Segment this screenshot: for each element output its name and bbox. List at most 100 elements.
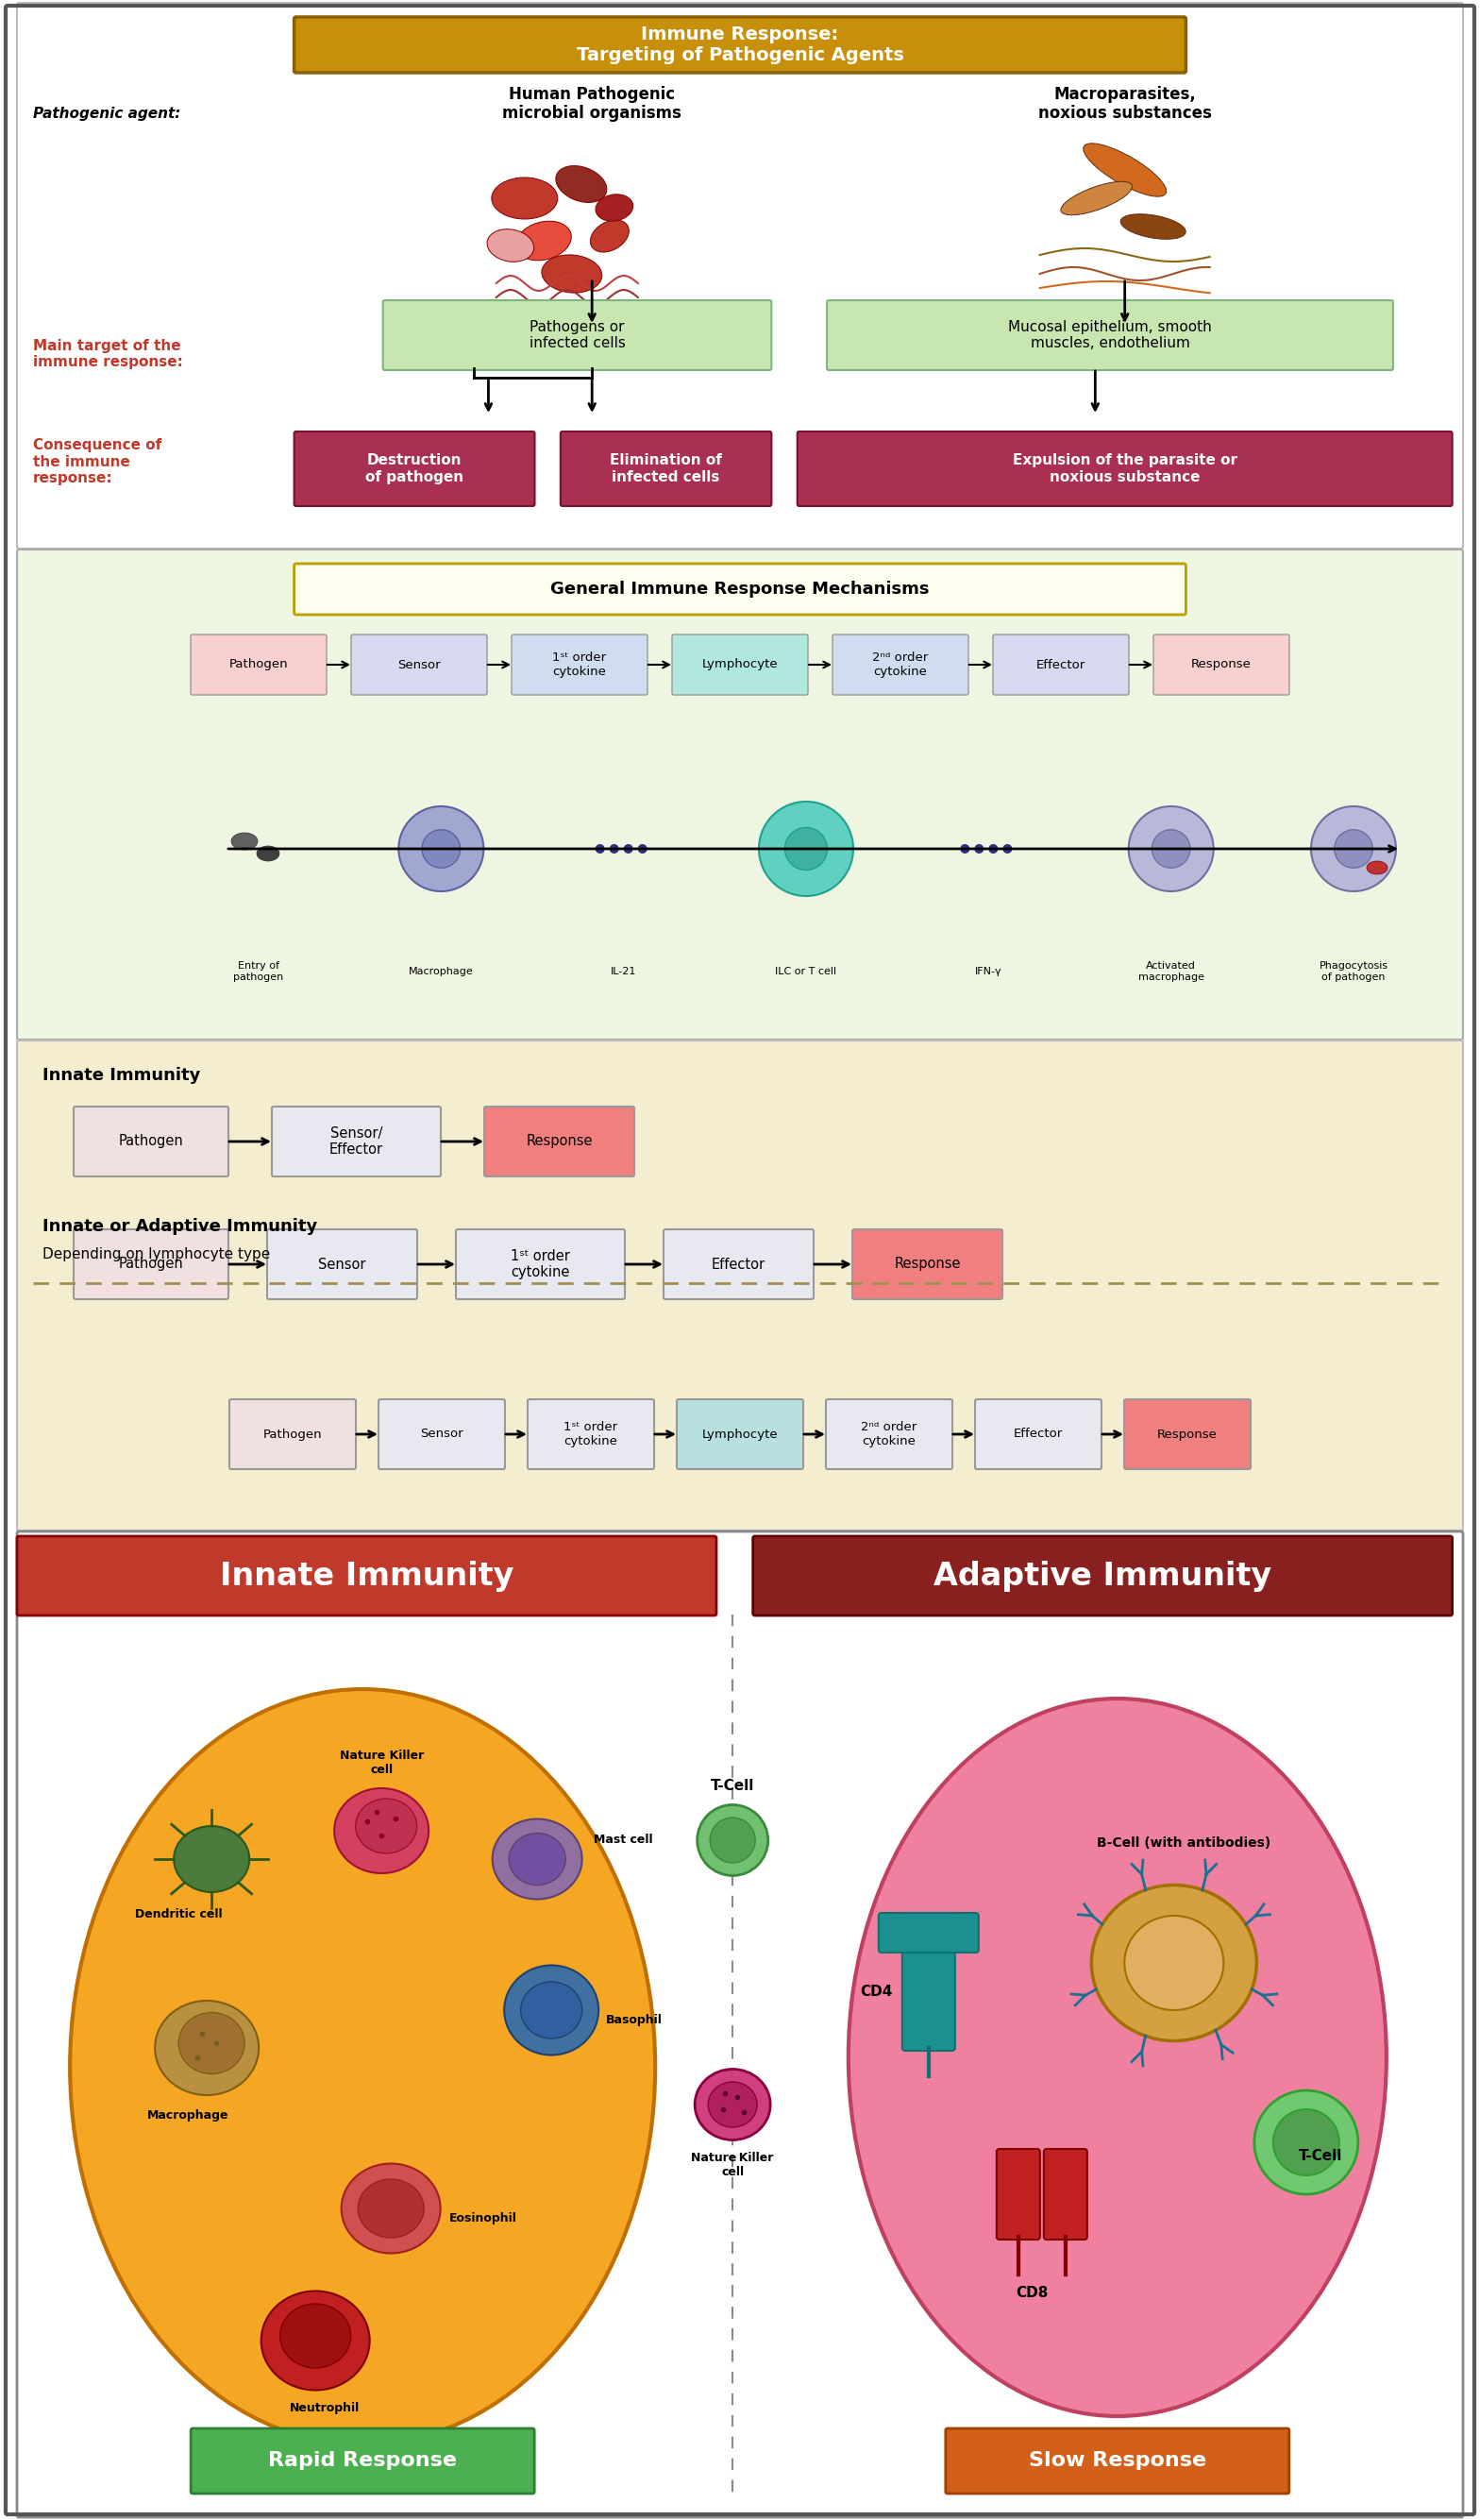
Text: B-Cell (with antibodies): B-Cell (with antibodies) (1097, 1837, 1270, 1850)
Circle shape (638, 844, 647, 854)
Text: General Immune Response Mechanisms: General Immune Response Mechanisms (551, 580, 929, 597)
Circle shape (989, 844, 998, 854)
Text: Adaptive Immunity: Adaptive Immunity (934, 1560, 1271, 1593)
Ellipse shape (710, 1817, 755, 1862)
Text: Sensor: Sensor (318, 1257, 366, 1270)
Text: Slow Response: Slow Response (1029, 2452, 1206, 2470)
Text: Neutrophil: Neutrophil (290, 2402, 360, 2414)
Ellipse shape (179, 2013, 244, 2074)
Ellipse shape (491, 176, 558, 219)
Circle shape (623, 844, 633, 854)
FancyBboxPatch shape (827, 300, 1393, 370)
Text: IFN-γ: IFN-γ (975, 968, 1002, 975)
Text: Pathogenic agent:: Pathogenic agent: (33, 106, 181, 121)
Text: Activated
macrophage: Activated macrophage (1138, 960, 1205, 983)
Ellipse shape (1254, 2092, 1359, 2195)
Text: 2ⁿᵈ order
cytokine: 2ⁿᵈ order cytokine (873, 653, 928, 678)
Ellipse shape (1366, 862, 1387, 874)
Text: Immune Response:
Targeting of Pathogenic Agents: Immune Response: Targeting of Pathogenic… (576, 25, 904, 63)
Text: Pathogen: Pathogen (263, 1429, 323, 1441)
FancyBboxPatch shape (975, 1399, 1101, 1469)
FancyBboxPatch shape (1125, 1399, 1251, 1469)
FancyBboxPatch shape (1043, 2150, 1088, 2240)
FancyBboxPatch shape (456, 1230, 625, 1300)
FancyBboxPatch shape (383, 300, 771, 370)
FancyBboxPatch shape (295, 18, 1185, 73)
FancyBboxPatch shape (798, 431, 1452, 507)
FancyBboxPatch shape (903, 1913, 955, 2051)
Ellipse shape (1120, 214, 1185, 239)
Ellipse shape (493, 1819, 582, 1900)
FancyBboxPatch shape (266, 1230, 417, 1300)
FancyBboxPatch shape (295, 431, 534, 507)
Ellipse shape (1151, 829, 1190, 867)
Circle shape (1003, 844, 1012, 854)
Text: Macrophage: Macrophage (147, 2109, 229, 2122)
Text: Basophil: Basophil (607, 2013, 663, 2026)
FancyBboxPatch shape (996, 2150, 1040, 2240)
Text: Human Pathogenic
microbial organisms: Human Pathogenic microbial organisms (502, 86, 682, 121)
Text: 1ˢᵗ order
cytokine: 1ˢᵗ order cytokine (552, 653, 607, 678)
Ellipse shape (342, 2165, 441, 2253)
Text: Depending on lymphocyte type: Depending on lymphocyte type (43, 1247, 271, 1263)
Ellipse shape (759, 801, 854, 897)
FancyBboxPatch shape (16, 1041, 1464, 1530)
Text: Destruction
of pathogen: Destruction of pathogen (366, 454, 463, 484)
Text: Expulsion of the parasite or
noxious substance: Expulsion of the parasite or noxious sub… (1012, 454, 1237, 484)
Ellipse shape (1273, 2109, 1339, 2175)
Ellipse shape (595, 194, 633, 222)
Text: Mast cell: Mast cell (593, 1835, 653, 1847)
Text: Response: Response (1191, 658, 1252, 670)
Circle shape (974, 844, 984, 854)
FancyBboxPatch shape (672, 635, 808, 696)
Text: Pathogens or
infected cells: Pathogens or infected cells (530, 320, 625, 350)
Ellipse shape (1083, 144, 1166, 197)
FancyBboxPatch shape (16, 1532, 1464, 2517)
Ellipse shape (1311, 806, 1396, 892)
FancyBboxPatch shape (16, 1537, 716, 1615)
Text: 1ˢᵗ order
cytokine: 1ˢᵗ order cytokine (511, 1250, 570, 1280)
FancyBboxPatch shape (879, 1913, 978, 1953)
Ellipse shape (509, 1832, 565, 1885)
Circle shape (961, 844, 969, 854)
Text: Innate Immunity: Innate Immunity (219, 1560, 514, 1593)
Text: Response: Response (894, 1257, 961, 1270)
FancyBboxPatch shape (229, 1399, 355, 1469)
Text: Rapid Response: Rapid Response (268, 2452, 457, 2470)
Ellipse shape (334, 1789, 429, 1872)
Text: Consequence of
the immune
response:: Consequence of the immune response: (33, 438, 161, 486)
FancyBboxPatch shape (946, 2429, 1289, 2495)
Ellipse shape (784, 827, 827, 869)
Text: Innate Immunity: Innate Immunity (43, 1066, 200, 1084)
Text: Pathogen: Pathogen (229, 658, 289, 670)
Text: Sensor: Sensor (420, 1429, 463, 1441)
Text: 1ˢᵗ order
cytokine: 1ˢᵗ order cytokine (564, 1421, 617, 1446)
Ellipse shape (260, 2291, 370, 2389)
Text: Elimination of
infected cells: Elimination of infected cells (610, 454, 722, 484)
Ellipse shape (1129, 806, 1214, 892)
Text: Lymphocyte: Lymphocyte (702, 658, 778, 670)
FancyBboxPatch shape (528, 1399, 654, 1469)
FancyBboxPatch shape (993, 635, 1129, 696)
Text: Effector: Effector (712, 1257, 765, 1270)
Text: Entry of
pathogen: Entry of pathogen (234, 960, 284, 983)
Ellipse shape (515, 222, 571, 260)
Text: ILC or T cell: ILC or T cell (776, 968, 836, 975)
Text: T-Cell: T-Cell (1298, 2150, 1342, 2165)
FancyBboxPatch shape (1153, 635, 1289, 696)
Ellipse shape (521, 1981, 582, 2039)
Ellipse shape (280, 2303, 351, 2369)
FancyBboxPatch shape (832, 635, 968, 696)
Circle shape (610, 844, 619, 854)
Ellipse shape (848, 1698, 1387, 2417)
Ellipse shape (398, 806, 484, 892)
FancyBboxPatch shape (826, 1399, 952, 1469)
FancyBboxPatch shape (852, 1230, 1002, 1300)
Ellipse shape (694, 2069, 771, 2139)
Ellipse shape (355, 1799, 417, 1852)
Ellipse shape (256, 847, 280, 862)
Text: Effector: Effector (1036, 658, 1085, 670)
Text: Phagocytosis
of pathogen: Phagocytosis of pathogen (1319, 960, 1388, 983)
FancyBboxPatch shape (351, 635, 487, 696)
Text: Macroparasites,
noxious substances: Macroparasites, noxious substances (1037, 86, 1212, 121)
